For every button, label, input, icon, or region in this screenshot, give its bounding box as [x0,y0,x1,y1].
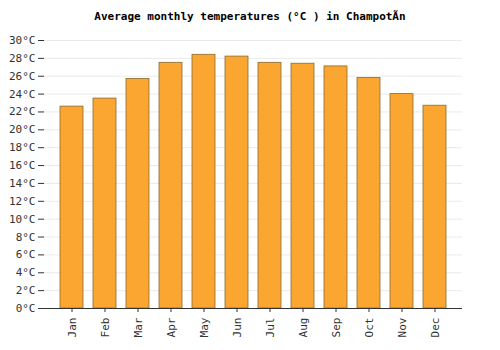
svg-text:8°C: 8°C [16,231,36,244]
svg-text:22°C: 22°C [9,105,36,118]
svg-text:Aug: Aug [297,318,310,338]
svg-text:10°C: 10°C [9,213,36,226]
svg-text:Sep: Sep [330,318,343,338]
svg-text:12°C: 12°C [9,195,36,208]
svg-text:14°C: 14°C [9,177,36,190]
svg-text:Mar: Mar [132,317,145,337]
svg-text:Jun: Jun [231,318,244,338]
svg-text:Dec: Dec [429,318,442,338]
svg-text:Oct: Oct [363,318,376,338]
svg-text:May: May [198,317,211,337]
svg-text:Feb: Feb [99,318,112,338]
svg-text:6°C: 6°C [16,248,36,261]
svg-text:30°C: 30°C [9,34,36,47]
svg-text:Jan: Jan [66,318,79,338]
svg-text:Apr: Apr [165,317,178,337]
html-text:Average monthly temperatures (: Average monthly temperatures (°C ) in Ch… [94,10,406,23]
svg-text:4°C: 4°C [16,266,36,279]
svg-text:2°C: 2°C [16,284,36,297]
svg-text:16°C: 16°C [9,159,36,172]
svg-text:26°C: 26°C [9,70,36,83]
svg-text:Nov: Nov [396,317,409,337]
svg-text:24°C: 24°C [9,88,36,101]
svg-text:18°C: 18°C [9,141,36,154]
svg-text:Jul: Jul [264,318,277,338]
svg-text:28°C: 28°C [9,52,36,65]
svg-text:0°C: 0°C [16,302,36,315]
svg-text:20°C: 20°C [9,123,36,136]
